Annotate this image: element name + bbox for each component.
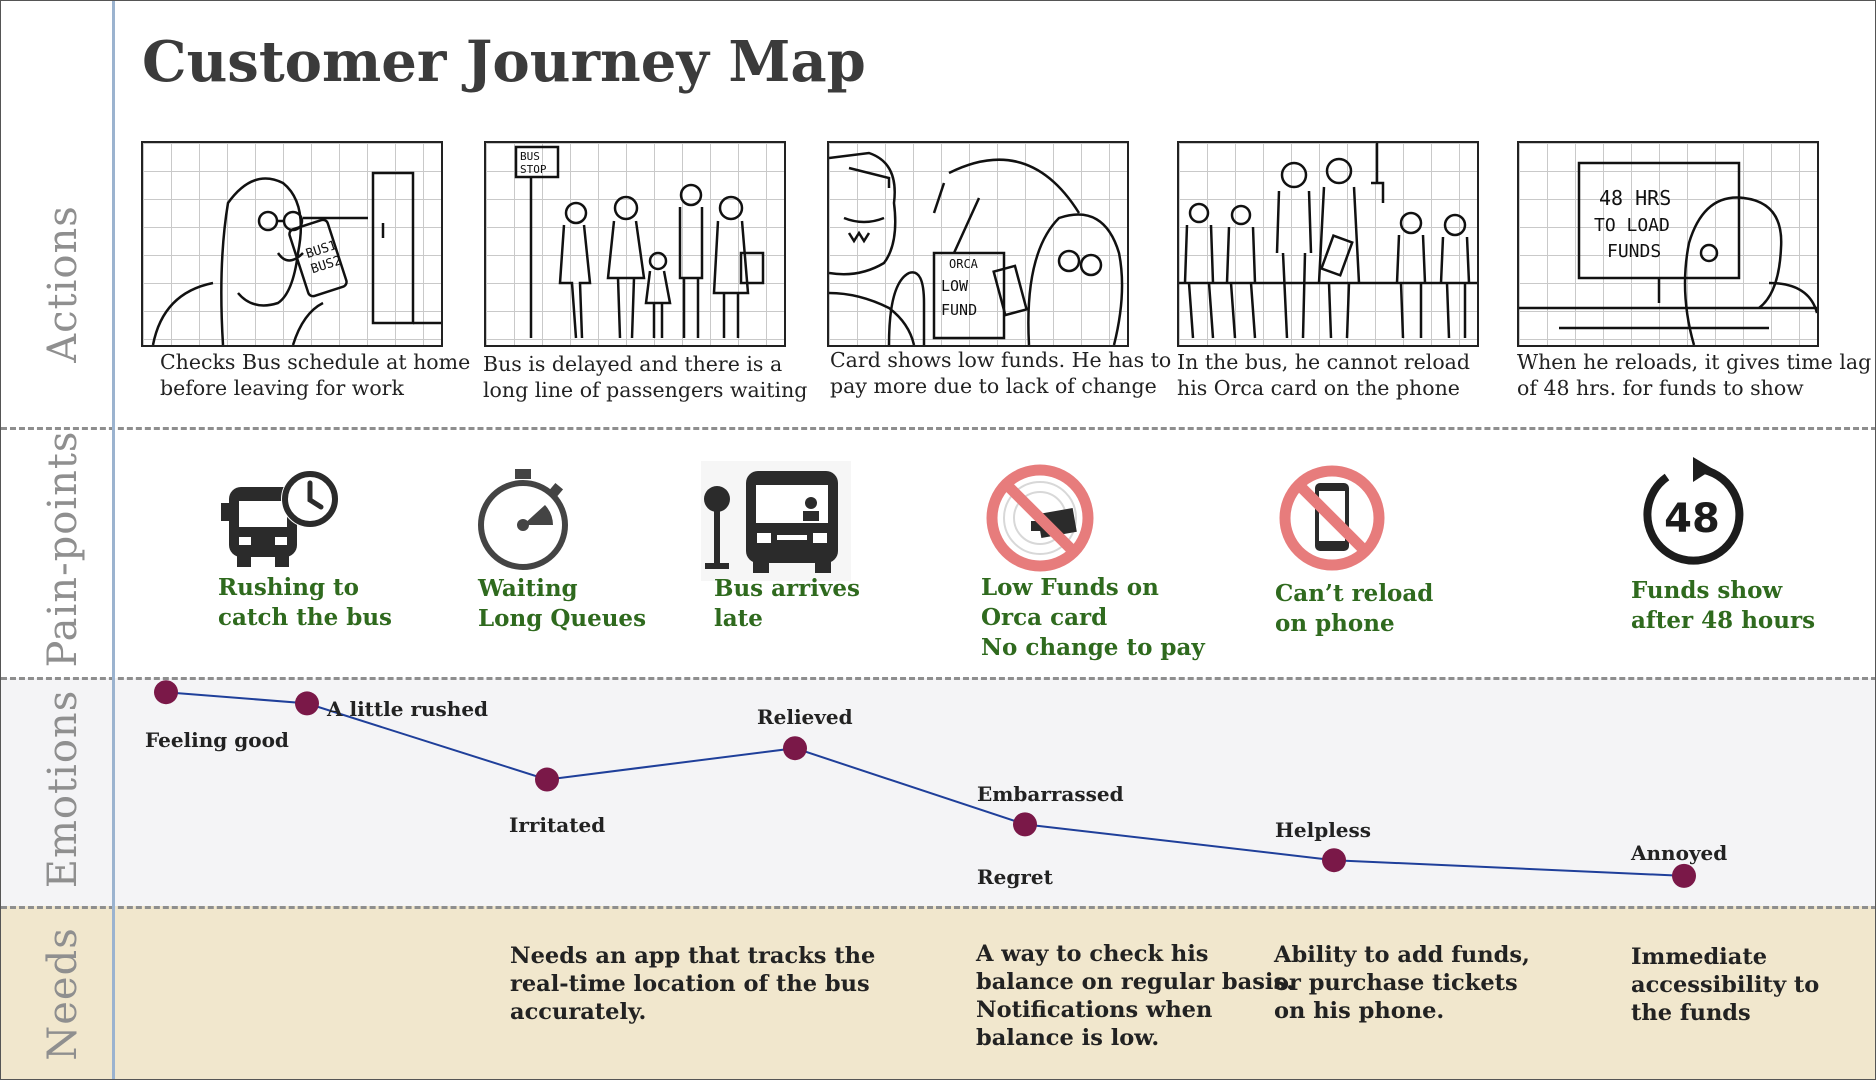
emotion-label: Annoyed xyxy=(1631,841,1728,865)
bus-stop-sign-text: BUS xyxy=(520,150,540,163)
row-label-emotions: Emotions xyxy=(40,689,86,889)
row-divider xyxy=(1,427,1875,430)
row-divider xyxy=(1,677,1875,680)
emotions-band xyxy=(1,678,1875,906)
card-sketch-text: LOW xyxy=(941,277,969,295)
painpoint-label: Waiting Long Queues xyxy=(478,575,647,632)
sketch-panel-reload: 48 HRS TO LOAD FUNDS xyxy=(1517,141,1819,347)
painpoint-label: Rushing to catch the bus xyxy=(218,574,393,631)
bus-stop-icon xyxy=(701,461,851,581)
bus-stop-sign-text: STOP xyxy=(520,163,547,176)
emotion-label: Embarrassed xyxy=(977,782,1124,806)
action-caption: When he reloads, it gives time lag of 48… xyxy=(1517,350,1872,400)
48-hours-badge-text: 48 xyxy=(1664,496,1720,542)
action-caption: Checks Bus schedule at home before leavi… xyxy=(160,350,471,400)
screen-sketch-text: FUNDS xyxy=(1607,241,1661,262)
sketch-panel-low-funds: ORCA LOW FUND xyxy=(827,141,1129,347)
no-phone-icon xyxy=(1277,463,1387,573)
painpoint-label: Funds show after 48 hours xyxy=(1631,577,1816,634)
need-text: Immediate accessibility to the funds xyxy=(1631,944,1820,1026)
row-label-actions: Actions xyxy=(40,205,86,363)
48-hours-icon: 48 xyxy=(1637,455,1747,573)
action-caption: Card shows low funds. He has to pay more… xyxy=(830,348,1172,398)
action-caption: Bus is delayed and there is a long line … xyxy=(483,352,808,402)
screen-sketch-text: 48 HRS xyxy=(1599,186,1671,210)
sketch-panel-on-bus xyxy=(1177,141,1479,347)
no-card-icon xyxy=(983,461,1097,575)
sketch-panel-schedule: BUS1 BUS2 xyxy=(141,141,443,347)
needs-band xyxy=(1,906,1875,1079)
emotion-label: A little rushed xyxy=(327,697,489,721)
painpoint-label: Bus arrives late xyxy=(714,575,860,632)
screen-sketch-text: TO LOAD xyxy=(1594,215,1670,236)
card-sketch-text: ORCA xyxy=(949,257,979,271)
emotion-label: Helpless xyxy=(1275,818,1372,842)
need-text: A way to check his balance on regular ba… xyxy=(976,941,1294,1051)
action-caption: In the bus, he cannot reload his Orca ca… xyxy=(1177,350,1471,400)
stopwatch-icon xyxy=(475,467,575,573)
painpoint-label: Can’t reload on phone xyxy=(1275,580,1434,637)
emotion-label: Regret xyxy=(977,865,1053,889)
emotion-label: Feeling good xyxy=(145,728,289,752)
page-title: Customer Journey Map xyxy=(142,29,866,95)
row-label-painpoints: Pain-points xyxy=(40,430,86,668)
row-label-divider xyxy=(112,1,115,1079)
sketch-panel-bus-stop: BUS STOP xyxy=(484,141,786,347)
painpoint-label: Low Funds on Orca card No change to pay xyxy=(981,574,1205,661)
need-text: Needs an app that tracks the real-time l… xyxy=(510,943,876,1025)
emotion-label: Relieved xyxy=(757,705,853,729)
need-text: Ability to add funds, or purchase ticket… xyxy=(1274,942,1530,1024)
card-sketch-text: FUND xyxy=(941,301,977,319)
row-divider xyxy=(1,906,1875,909)
row-label-needs: Needs xyxy=(40,927,86,1061)
bus-clock-icon xyxy=(221,469,339,569)
emotion-label: Irritated xyxy=(509,813,606,837)
